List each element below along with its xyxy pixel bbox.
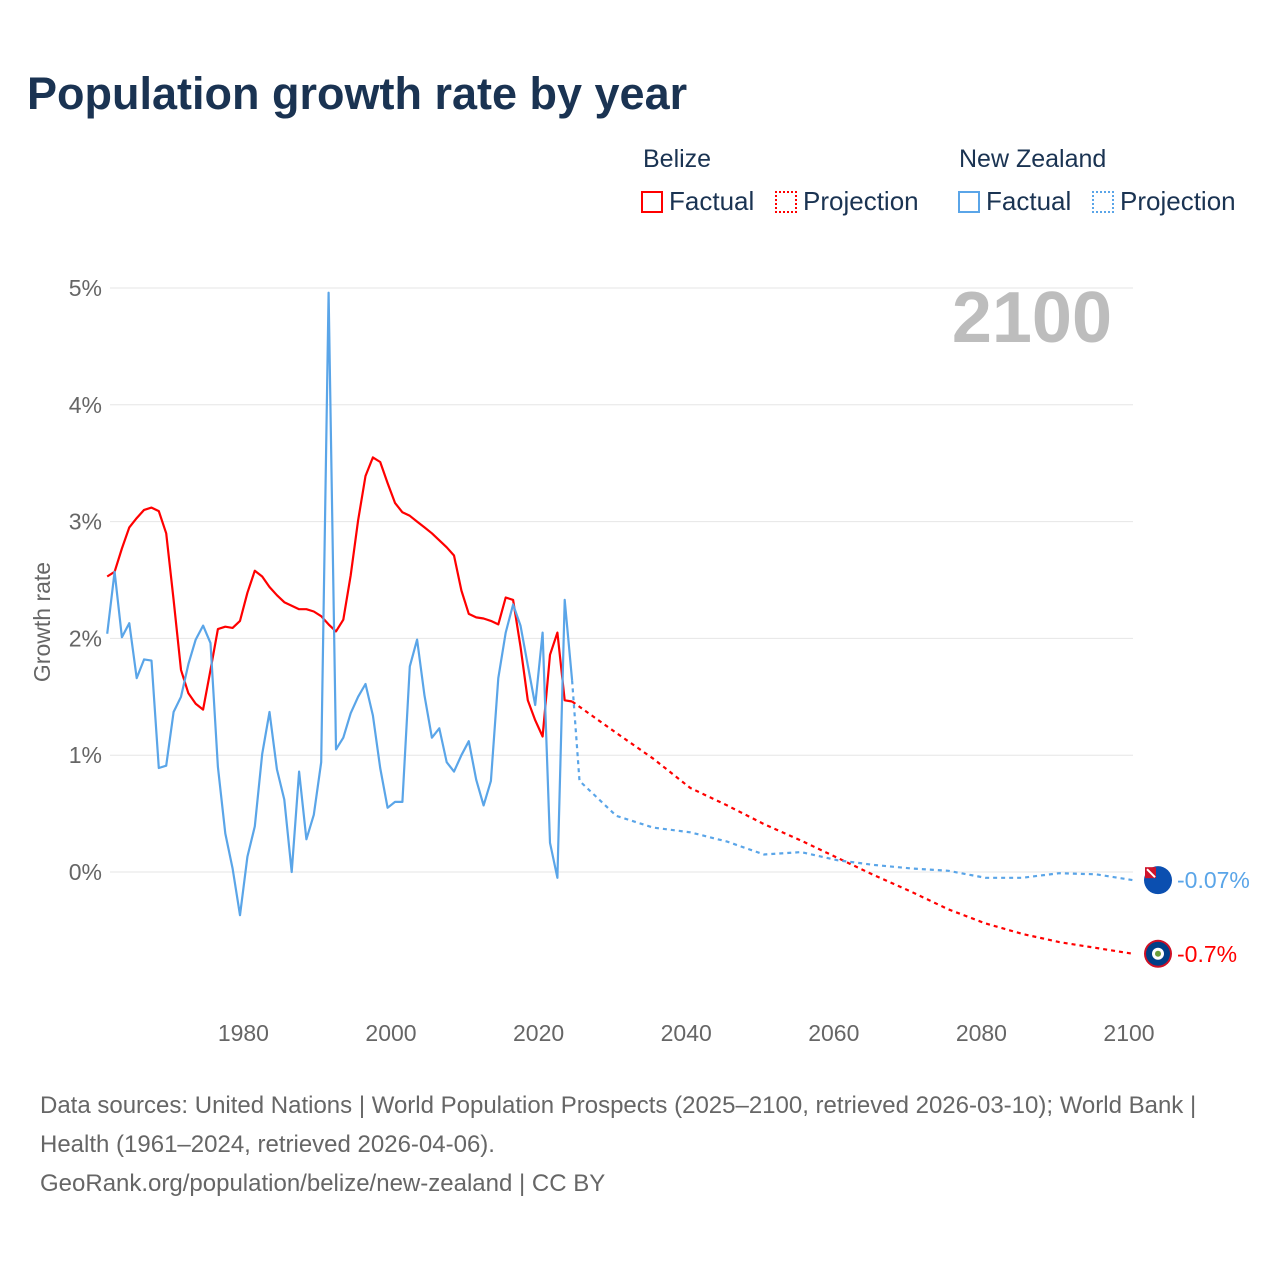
flag-icon-new-zealand [1144, 866, 1172, 895]
page-title: Population growth rate by year [27, 68, 688, 119]
legend-nz-factual[interactable]: Factual [958, 186, 1071, 217]
y-axis-label: Growth rate [29, 562, 55, 682]
legend-swatch-solid [641, 190, 663, 213]
legend-swatch-dotted [775, 190, 797, 213]
series-line-belize-factual [106, 456, 573, 738]
x-tick-label: 2020 [513, 1020, 564, 1046]
y-tick-label: 2% [69, 625, 102, 651]
y-tick-label: 4% [69, 392, 102, 418]
legend-swatch-solid [958, 190, 980, 213]
series-line-new-zealand-projection [571, 680, 1134, 882]
legend-belize-factual[interactable]: Factual [641, 186, 754, 217]
y-tick-label: 1% [69, 742, 102, 768]
x-tick-label: 2100 [1103, 1020, 1154, 1046]
legend-swatch-dotted [1092, 190, 1114, 213]
series-line-new-zealand-factual [106, 291, 574, 917]
line-chart: 2100 Growth rate 0% 1% 2% 3% 4% 5% 1980 2000 202… [29, 275, 1250, 1046]
x-tick-label: 2080 [956, 1020, 1007, 1046]
data-sources: Data sources: United Nations | World Pop… [40, 1092, 1197, 1158]
y-tick-label: 5% [69, 275, 102, 301]
legend-label: Factual [986, 186, 1072, 216]
footer: Data sources: United Nations | World Pop… [40, 1086, 1230, 1203]
x-tick-label: 2040 [661, 1020, 712, 1046]
end-value-label: -0.07% [1177, 867, 1250, 893]
y-tick-label: 0% [69, 859, 102, 885]
x-tick-label: 2060 [808, 1020, 859, 1046]
x-tick-label: 2000 [365, 1020, 416, 1046]
legend-nz-projection[interactable]: Projection [1092, 186, 1236, 217]
legend-label: Factual [669, 186, 755, 216]
legend-label: Projection [803, 186, 919, 216]
legend-belize-projection[interactable]: Projection [775, 186, 919, 217]
end-value-label: -0.7% [1177, 941, 1237, 967]
legend-group-belize: Belize [643, 145, 712, 173]
legend-group-new-zealand: New Zealand [959, 145, 1107, 173]
x-tick-label: 1980 [218, 1020, 269, 1046]
attribution: GeoRank.org/population/belize/new-zealan… [40, 1170, 606, 1197]
y-tick-label: 3% [69, 509, 102, 535]
flag-icon-belize [1144, 939, 1172, 968]
legend-label: Projection [1120, 186, 1236, 216]
year-watermark: 2100 [952, 278, 1112, 358]
series-line-belize-projection [571, 700, 1134, 955]
